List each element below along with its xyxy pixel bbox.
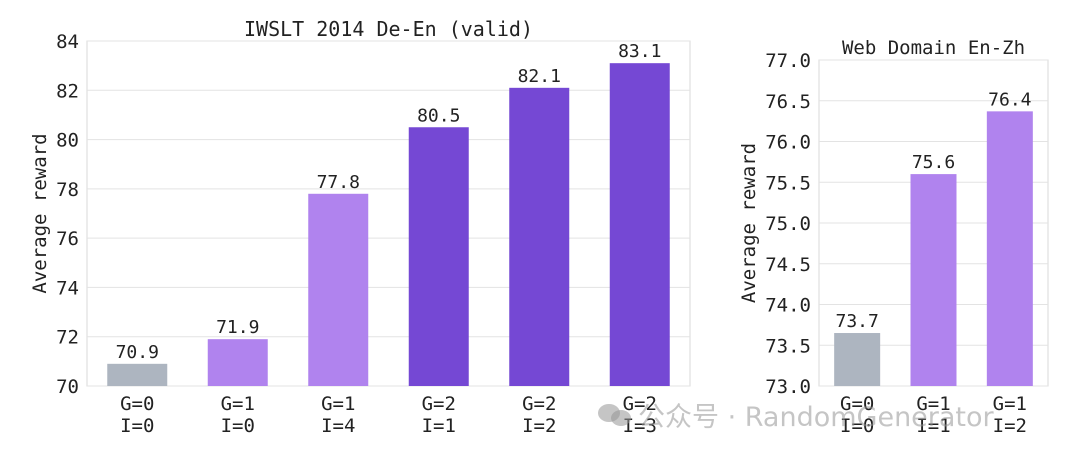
x-tick-label: G=0: [120, 393, 154, 415]
bar: [834, 333, 881, 386]
y-tick-label: 78: [56, 179, 79, 201]
chart-title: IWSLT 2014 De-En (valid): [244, 17, 533, 41]
x-tick-label: G=1: [916, 393, 950, 415]
y-tick-label: 73.0: [765, 376, 811, 398]
y-tick-label: 77.0: [765, 50, 811, 72]
x-tick-label: G=2: [522, 393, 556, 415]
y-tick-label: 74: [56, 277, 79, 299]
x-tick-label: I=4: [321, 415, 355, 437]
x-tick-label: G=1: [993, 393, 1027, 415]
bar-value-label: 77.8: [317, 172, 360, 193]
y-tick-label: 80: [56, 130, 79, 152]
y-tick-label: 84: [56, 31, 79, 53]
y-tick-label: 74.5: [765, 254, 811, 276]
bar: [308, 193, 369, 386]
y-tick-label: 82: [56, 80, 79, 102]
bar: [910, 174, 957, 386]
bar-value-label: 70.9: [116, 342, 159, 363]
y-tick-label: 74.0: [765, 295, 811, 317]
y-tick-label: 76.0: [765, 132, 811, 154]
bar-value-label: 71.9: [216, 317, 259, 338]
y-tick-label: 70: [56, 376, 79, 398]
bar: [207, 339, 268, 386]
x-tick-label: G=1: [321, 393, 355, 415]
chart-title: Web Domain En-Zh: [842, 37, 1025, 59]
bar-value-label: 75.6: [912, 152, 955, 173]
y-tick-label: 75.0: [765, 213, 811, 235]
x-tick-label: I=0: [840, 415, 874, 437]
y-axis-label: Average reward: [29, 133, 51, 293]
bar-value-label: 73.7: [835, 311, 878, 332]
watermark: 公众号 · RandomGenerator: [598, 395, 994, 434]
x-tick-label: I=1: [422, 415, 456, 437]
x-tick-label: I=2: [522, 415, 556, 437]
y-axis-label: Average reward: [738, 143, 760, 303]
bar-value-label: 76.4: [988, 89, 1031, 110]
chart-2: 73.0 73.5 74.0 74.5 75.0 75.5 76.0 76.5 77.0 Web …: [738, 37, 1049, 437]
bar: [107, 363, 168, 386]
bar-value-label: 80.5: [417, 105, 460, 126]
x-tick-label: G=1: [221, 393, 255, 415]
bar: [609, 63, 670, 387]
x-tick-label: G=2: [422, 393, 456, 415]
bar: [509, 87, 570, 387]
x-tick-label: I=2: [993, 415, 1027, 437]
y-tick-label: 73.5: [765, 335, 811, 357]
x-tick-label: I=1: [916, 415, 950, 437]
x-tick-label: I=0: [120, 415, 154, 437]
x-tick-label: G=0: [840, 393, 874, 415]
x-tick-label: I=0: [221, 415, 255, 437]
x-tick-label: I=3: [623, 415, 657, 437]
y-tick-label: 76: [56, 228, 79, 250]
y-tick-label: 76.5: [765, 91, 811, 113]
y-tick-label: 72: [56, 327, 79, 349]
plot-area: [86, 40, 691, 387]
watermark-text: 公众号 · RandomGenerator: [638, 402, 994, 433]
wechat-icon: [598, 402, 632, 428]
chart-1: 70 72 74 76 78 80 82 84 IWSLT 2014 De-En (valid)…: [29, 17, 691, 437]
bar-value-label: 83.1: [618, 41, 661, 62]
y-tick-label: 75.5: [765, 172, 811, 194]
bar-value-label: 82.1: [518, 66, 561, 87]
x-tick-label: G=2: [623, 393, 657, 415]
bar: [986, 111, 1033, 386]
bar: [408, 127, 469, 386]
